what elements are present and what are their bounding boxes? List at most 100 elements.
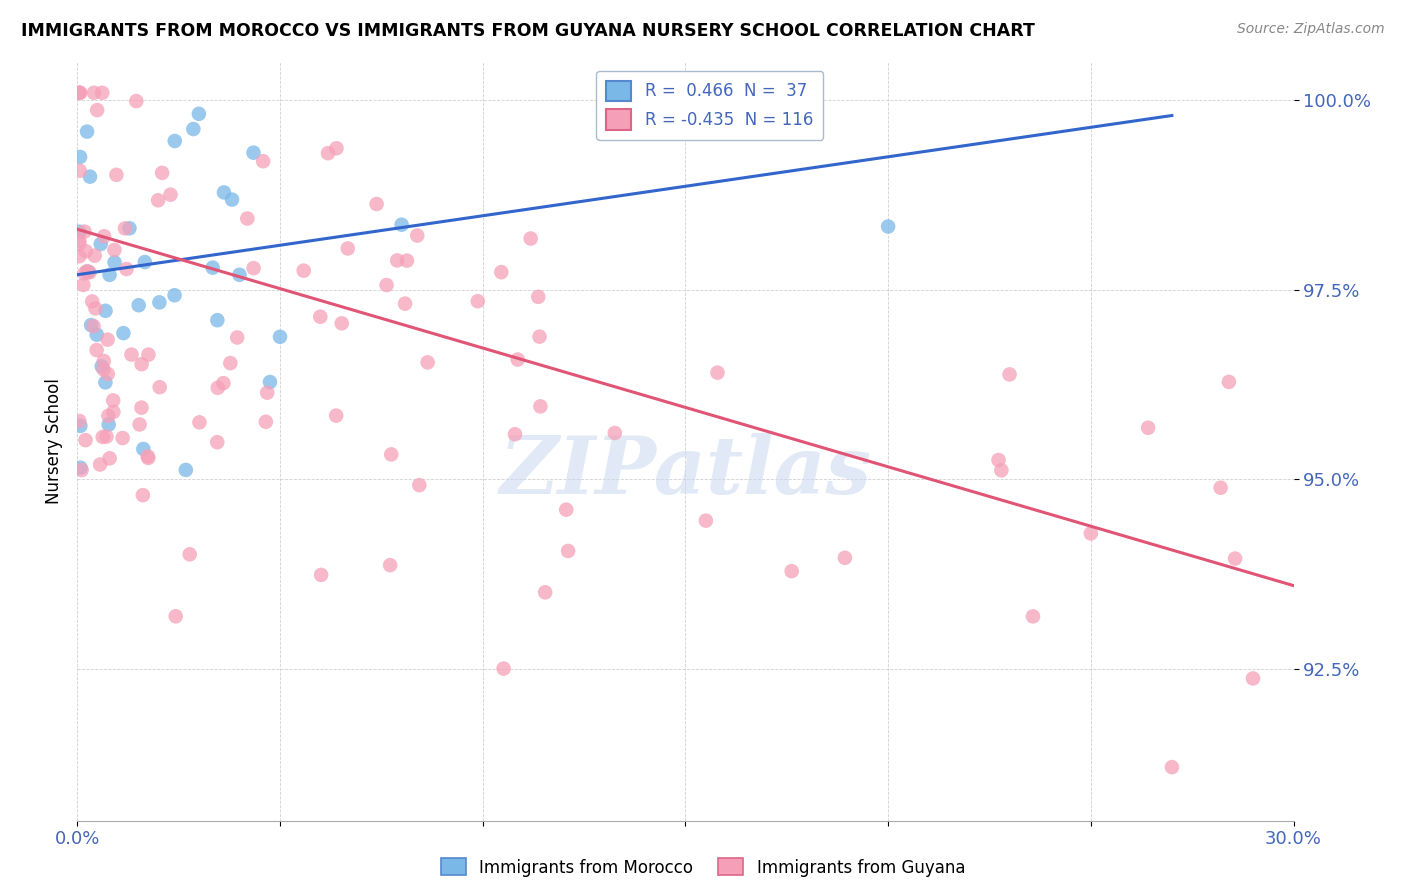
Point [366, 197, 388, 211]
Point [89, 458, 111, 472]
Point [146, 194, 169, 208]
Text: Source: ZipAtlas.com: Source: ZipAtlas.com [1237, 22, 1385, 37]
Point [83, 86, 105, 100]
Point [385, 253, 408, 268]
Point [309, 568, 332, 582]
Point [125, 94, 148, 108]
Point [467, 294, 489, 309]
Point [103, 255, 125, 269]
Point [70, 463, 93, 477]
Point [555, 502, 578, 516]
Point [148, 295, 170, 310]
Point [256, 385, 278, 400]
Point [603, 425, 626, 440]
Point [103, 243, 125, 257]
Point [503, 427, 526, 442]
Point [98, 451, 121, 466]
Point [69, 163, 91, 178]
Point [330, 316, 353, 330]
Point [1241, 672, 1264, 686]
Text: ZIPatlas: ZIPatlas [499, 434, 872, 510]
Point [69, 418, 91, 433]
Point [188, 415, 211, 429]
Point [221, 193, 243, 207]
Point [375, 278, 398, 293]
Legend: Immigrants from Morocco, Immigrants from Guyana: Immigrants from Morocco, Immigrants from… [433, 850, 973, 885]
Point [179, 547, 201, 561]
Point [128, 298, 150, 312]
Point [150, 166, 173, 180]
Point [75, 244, 97, 259]
Point [91, 86, 114, 100]
Point [990, 463, 1012, 477]
Point [103, 405, 125, 419]
Point [77, 265, 100, 279]
Point [877, 219, 900, 234]
Point [834, 550, 856, 565]
Point [207, 381, 229, 395]
Point [534, 585, 557, 599]
Point [132, 442, 155, 456]
Point [83, 249, 105, 263]
Point [93, 229, 115, 244]
Point [242, 261, 264, 276]
Point [380, 447, 402, 461]
Point [97, 333, 120, 347]
Point [780, 564, 803, 578]
Point [269, 330, 291, 344]
Point [391, 218, 413, 232]
Point [86, 103, 108, 117]
Point [149, 380, 172, 394]
Point [134, 255, 156, 269]
Point [408, 478, 430, 492]
Point [115, 262, 138, 277]
Point [529, 400, 551, 414]
Point [395, 253, 418, 268]
Point [91, 430, 114, 444]
Point [1218, 375, 1240, 389]
Point [67, 236, 90, 251]
Point [69, 150, 91, 164]
Point [79, 265, 101, 279]
Point [75, 433, 97, 447]
Point [76, 125, 98, 139]
Point [121, 348, 143, 362]
Point [174, 463, 197, 477]
Point [1209, 481, 1232, 495]
Point [73, 225, 96, 239]
Point [69, 86, 91, 100]
Point [67, 249, 90, 263]
Point [136, 450, 159, 464]
Point [1022, 609, 1045, 624]
Point [236, 211, 259, 226]
Point [219, 356, 242, 370]
Point [131, 401, 153, 415]
Point [416, 355, 439, 369]
Point [79, 169, 101, 184]
Point [112, 326, 135, 340]
Point [80, 318, 103, 332]
Point [67, 414, 90, 428]
Point [529, 329, 551, 343]
Point [378, 558, 401, 573]
Point [159, 187, 181, 202]
Point [90, 237, 112, 252]
Point [228, 268, 250, 282]
Point [118, 221, 141, 235]
Point [201, 260, 224, 275]
Point [163, 288, 186, 302]
Point [309, 310, 332, 324]
Point [69, 460, 91, 475]
Point [67, 225, 90, 239]
Point [336, 242, 359, 256]
Point [86, 327, 108, 342]
Point [72, 277, 94, 292]
Text: IMMIGRANTS FROM MOROCCO VS IMMIGRANTS FROM GUYANA NURSERY SCHOOL CORRELATION CHA: IMMIGRANTS FROM MOROCCO VS IMMIGRANTS FR… [21, 22, 1035, 40]
Point [138, 348, 160, 362]
Point [557, 544, 579, 558]
Point [67, 86, 90, 100]
Point [67, 234, 90, 248]
Point [105, 168, 128, 182]
Point [132, 488, 155, 502]
Point [101, 393, 124, 408]
